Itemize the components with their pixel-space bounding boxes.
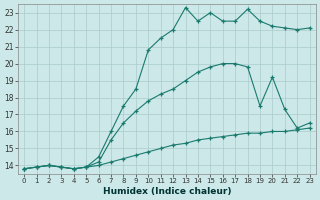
X-axis label: Humidex (Indice chaleur): Humidex (Indice chaleur) — [103, 187, 231, 196]
